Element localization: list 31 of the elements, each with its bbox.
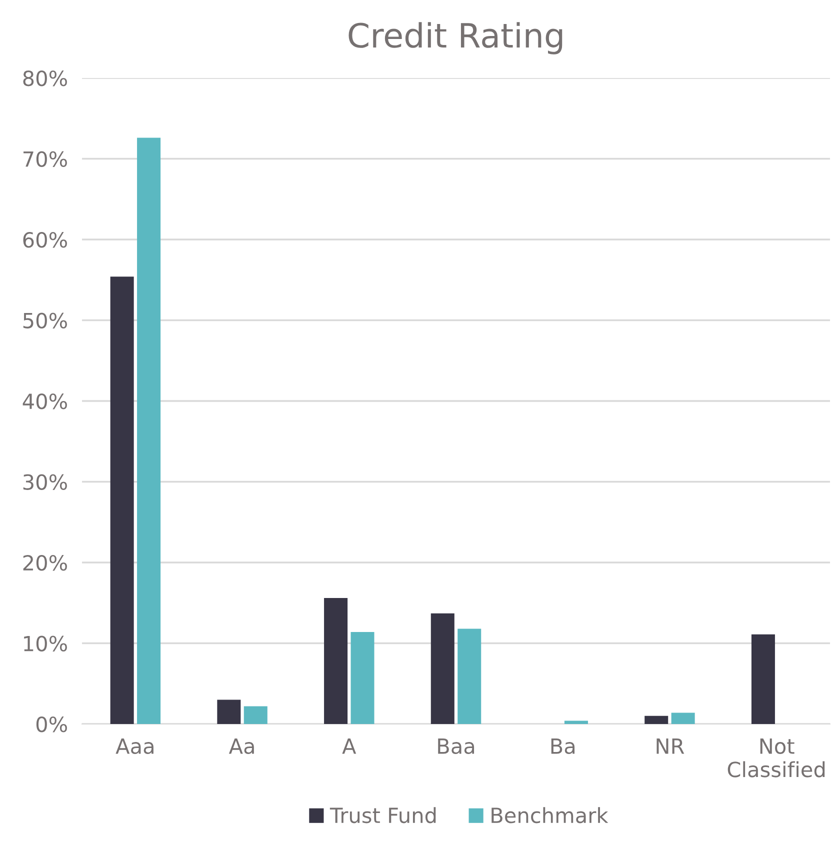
bar [244,706,268,724]
y-tick-label: 20% [23,554,67,571]
y-tick-label: 70% [24,151,67,167]
bar [217,700,241,724]
legend-label: Benchmark [492,807,608,824]
y-tick-label: 0% [36,716,67,732]
x-tick-label: Not Classified [728,738,825,778]
x-tick-label: Aa [228,738,254,754]
x-tick-label: NR [656,738,684,754]
bar [671,712,695,724]
bar [350,632,374,724]
x-tick-label: Baa [438,738,474,754]
y-tick-label: 30% [23,474,67,490]
bar [644,716,668,724]
legend-label: Trust Fund [330,807,436,824]
y-tick-label: 60% [23,232,67,248]
x-tick-label: A [342,738,356,754]
y-tick-label: 10% [24,636,67,652]
bar [110,276,134,724]
chart-title: Credit Rating [348,22,562,54]
bar [324,598,348,724]
y-tick-label: 50% [23,312,67,328]
bar [137,138,161,724]
x-tick-label: Ba [551,738,574,754]
bar [564,720,588,724]
x-tick-label: Aaa [116,738,154,754]
bar [458,628,482,724]
bar [751,634,775,724]
bar [430,613,454,724]
y-tick-label: 80% [23,70,67,86]
y-tick-label: 40% [22,393,67,410]
